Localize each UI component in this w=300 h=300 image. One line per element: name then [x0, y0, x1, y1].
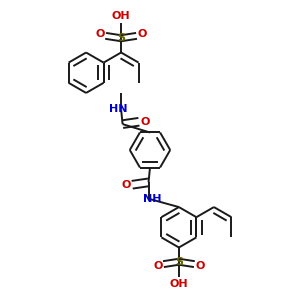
- Text: O: O: [153, 261, 163, 271]
- Text: OH: OH: [169, 279, 188, 289]
- Text: S: S: [117, 33, 125, 43]
- Text: O: O: [140, 117, 150, 127]
- Text: O: O: [195, 261, 204, 271]
- Text: O: O: [96, 29, 105, 39]
- Text: HN: HN: [110, 104, 128, 114]
- Text: O: O: [122, 180, 131, 190]
- Text: OH: OH: [112, 11, 130, 21]
- Text: O: O: [137, 29, 147, 39]
- Text: NH: NH: [143, 194, 161, 204]
- Text: S: S: [175, 257, 183, 267]
